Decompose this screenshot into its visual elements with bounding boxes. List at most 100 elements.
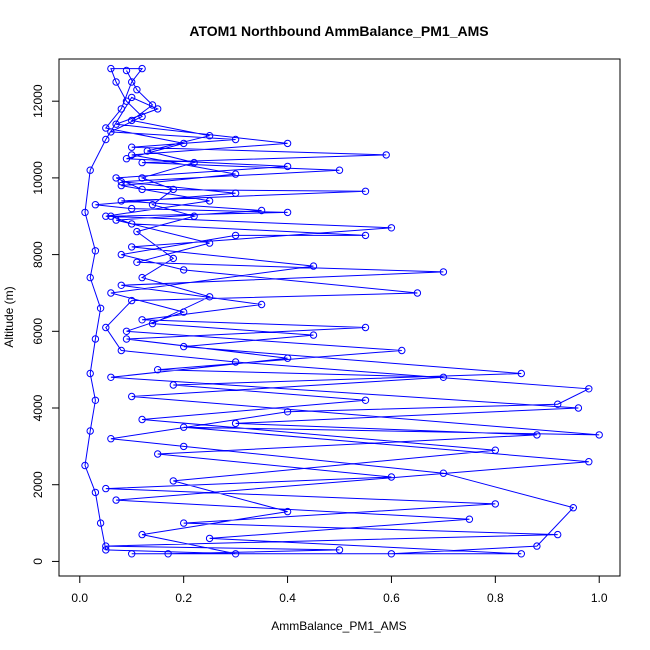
data-point bbox=[180, 519, 188, 527]
data-point bbox=[309, 331, 318, 339]
data-point bbox=[231, 231, 240, 240]
data-point bbox=[86, 166, 94, 174]
x-tick-label: 0.0 bbox=[71, 591, 88, 605]
data-point bbox=[128, 151, 136, 159]
data-point bbox=[413, 289, 422, 297]
data-point bbox=[169, 477, 178, 485]
data-point bbox=[138, 415, 146, 424]
x-tick-label: 0.2 bbox=[175, 591, 192, 605]
x-tick-label: 0.6 bbox=[383, 591, 400, 605]
data-point bbox=[517, 550, 525, 558]
data-point bbox=[309, 262, 318, 270]
data-point bbox=[117, 281, 126, 289]
data-point bbox=[595, 431, 603, 439]
data-point bbox=[164, 550, 172, 558]
data-point bbox=[180, 139, 188, 148]
data-point bbox=[190, 212, 198, 220]
data-point bbox=[86, 273, 94, 282]
data-point bbox=[122, 66, 131, 75]
data-point bbox=[283, 408, 292, 416]
data-point bbox=[91, 396, 100, 404]
data-point bbox=[128, 78, 136, 86]
data-point bbox=[138, 112, 146, 121]
data-point bbox=[122, 335, 131, 343]
data-point bbox=[102, 124, 110, 132]
data-point bbox=[128, 204, 136, 213]
data-point bbox=[112, 496, 120, 504]
data-point bbox=[148, 101, 157, 109]
data-point bbox=[128, 116, 136, 125]
data-point bbox=[231, 358, 240, 366]
data-point bbox=[112, 174, 120, 182]
y-tick-label: 8000 bbox=[31, 241, 45, 268]
data-point bbox=[133, 258, 141, 266]
data-point bbox=[169, 254, 178, 263]
data-point bbox=[112, 216, 120, 224]
data-point bbox=[387, 224, 396, 232]
data-point bbox=[96, 519, 105, 527]
data-point bbox=[91, 488, 100, 497]
data-point bbox=[231, 189, 240, 197]
data-point bbox=[128, 550, 136, 558]
data-point bbox=[107, 128, 115, 136]
data-point bbox=[585, 385, 593, 393]
data-point bbox=[361, 231, 370, 240]
data-point bbox=[117, 181, 126, 190]
data-point bbox=[335, 166, 344, 174]
data-point bbox=[112, 78, 120, 86]
data-point bbox=[102, 323, 110, 332]
data-point bbox=[283, 139, 292, 148]
data-point bbox=[81, 461, 89, 470]
data-point bbox=[398, 346, 406, 355]
data-point bbox=[117, 178, 126, 186]
data-point bbox=[382, 151, 390, 159]
data-point bbox=[133, 227, 141, 236]
data-point bbox=[231, 419, 240, 428]
data-point bbox=[133, 86, 141, 94]
data-point bbox=[585, 458, 593, 466]
data-point bbox=[283, 507, 292, 516]
data-point bbox=[283, 162, 292, 171]
data-point bbox=[117, 250, 126, 259]
y-tick-label: 4000 bbox=[31, 394, 45, 421]
data-point bbox=[231, 170, 240, 178]
data-point bbox=[335, 546, 344, 554]
data-point bbox=[91, 247, 100, 255]
y-tick-label: 0 bbox=[31, 558, 45, 565]
data-point bbox=[465, 515, 474, 523]
data-point bbox=[180, 342, 188, 351]
x-tick-label: 0.4 bbox=[279, 591, 296, 605]
data-point bbox=[148, 319, 157, 328]
y-tick-label: 6000 bbox=[31, 318, 45, 345]
y-axis-label: Altitude (m) bbox=[2, 286, 16, 347]
data-point bbox=[138, 64, 146, 73]
data-point bbox=[283, 354, 292, 362]
data-point bbox=[180, 266, 188, 274]
data-point bbox=[533, 542, 541, 550]
plot-area bbox=[81, 64, 603, 558]
data-point bbox=[128, 143, 136, 151]
data-point bbox=[169, 381, 178, 389]
data-point bbox=[81, 208, 89, 217]
data-point bbox=[122, 155, 131, 163]
data-point bbox=[128, 243, 136, 251]
y-tick-label: 10000 bbox=[31, 161, 45, 195]
data-point bbox=[138, 273, 146, 282]
data-point bbox=[122, 327, 131, 335]
data-point bbox=[491, 446, 499, 454]
data-point bbox=[180, 423, 188, 431]
data-point bbox=[554, 400, 562, 408]
data-point bbox=[128, 220, 136, 228]
data-point bbox=[283, 208, 292, 217]
data-point bbox=[86, 369, 94, 378]
data-point bbox=[205, 132, 214, 140]
data-point bbox=[107, 212, 115, 220]
data-point bbox=[569, 504, 577, 512]
data-point bbox=[439, 373, 448, 381]
x-tick-label: 0.8 bbox=[487, 591, 504, 605]
data-point bbox=[154, 366, 162, 374]
data-point bbox=[96, 304, 105, 312]
data-point bbox=[86, 427, 94, 435]
data-point bbox=[107, 289, 115, 297]
